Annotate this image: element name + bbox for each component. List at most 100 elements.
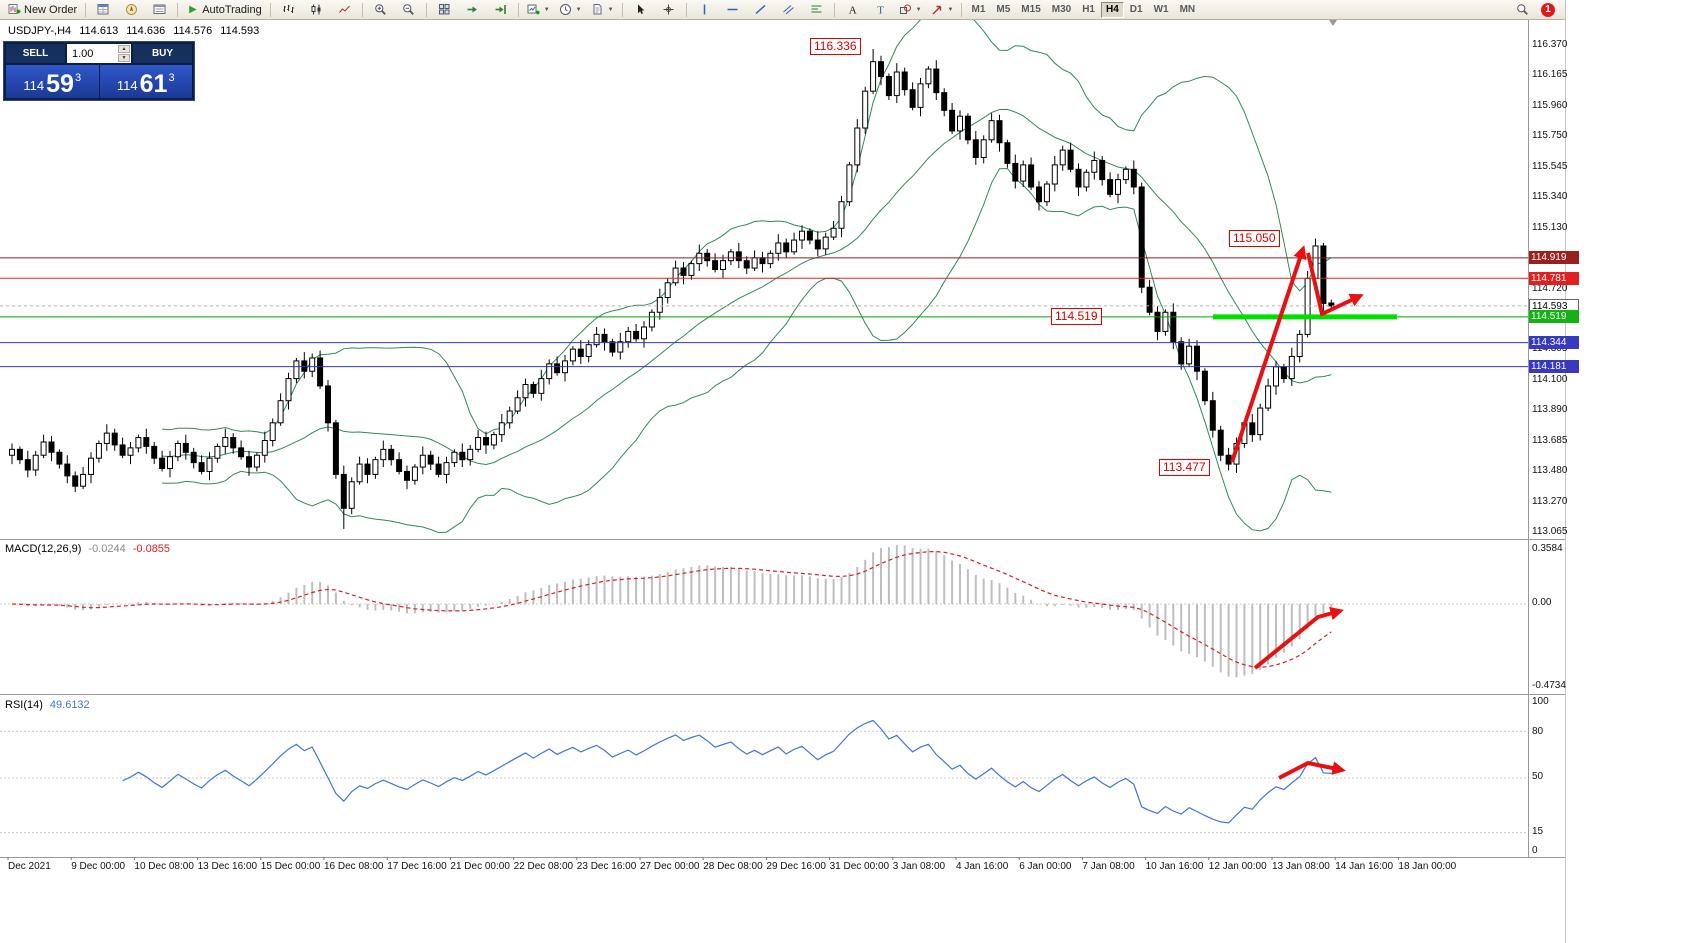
buy-price-prefix: 114: [116, 77, 138, 93]
chart-shift-marker[interactable]: [1329, 20, 1337, 26]
text-button[interactable]: A: [839, 0, 866, 19]
tile-windows-button[interactable]: [431, 0, 458, 19]
rsi-axis-label: 80: [1532, 726, 1544, 737]
buy-button[interactable]: BUY: [133, 44, 192, 63]
terminal-button[interactable]: [146, 0, 173, 19]
timeframe-m15-button[interactable]: M15: [1021, 3, 1041, 15]
lot-decrease-button[interactable]: ▼: [118, 54, 130, 62]
zoom-out-button[interactable]: [395, 0, 422, 19]
search-button[interactable]: [1509, 0, 1536, 19]
lot-increase-button[interactable]: ▲: [118, 45, 130, 53]
candlestick-button[interactable]: [303, 0, 330, 19]
fibonacci-icon: [810, 3, 823, 16]
sell-price-point: 3: [74, 72, 82, 84]
price-annotation[interactable]: 113.477: [1159, 459, 1210, 476]
toolbar-right-cluster: 1: [1509, 0, 1555, 19]
price-axis-label: 113.480: [1532, 465, 1568, 477]
rsi-value: 49.6132: [49, 699, 90, 711]
trendline-button[interactable]: [747, 0, 774, 19]
price-axis-label: 115.960: [1532, 99, 1568, 111]
rsi-axis-label: 15: [1532, 826, 1544, 837]
shapes-button[interactable]: ▼: [895, 0, 926, 19]
time-axis-label: 14 Jan 16:00: [1335, 861, 1394, 872]
price-annotation[interactable]: 114.519: [1051, 308, 1102, 325]
zoom-in-icon: [374, 3, 387, 16]
time-axis-label: 13 Dec 16:00: [197, 861, 258, 872]
fibonacci-button[interactable]: [803, 0, 830, 19]
label-button[interactable]: T: [867, 0, 894, 19]
timeframe-m30-button[interactable]: M30: [1051, 3, 1072, 15]
trend-arrow[interactable]: [1306, 252, 1364, 316]
timeframe-h1-button[interactable]: H1: [1082, 3, 1095, 15]
trendline-icon: [754, 3, 767, 16]
price-annotation[interactable]: 116.336: [810, 38, 861, 55]
zoom-out-icon: [402, 3, 415, 16]
new-order-button[interactable]: New Order: [4, 0, 81, 19]
autotrading-icon: [186, 3, 199, 16]
price-annotation[interactable]: 115.050: [1229, 230, 1280, 247]
low-value: 114.576: [173, 25, 213, 37]
line-chart-icon: [338, 3, 351, 16]
price-axis-label: 113.065: [1532, 526, 1568, 538]
candlestick-icon: [310, 3, 323, 16]
auto-scroll-button[interactable]: [459, 0, 486, 19]
periods-button[interactable]: ▼: [555, 0, 586, 19]
channel-icon: [782, 3, 795, 16]
notification-badge[interactable]: 1: [1541, 2, 1555, 17]
trend-arrow[interactable]: [1278, 761, 1346, 780]
bar-chart-button[interactable]: [275, 0, 302, 19]
trend-arrow[interactable]: [1253, 606, 1344, 670]
price-axis-label: 115.545: [1532, 160, 1568, 172]
templates-button[interactable]: ▼: [587, 0, 618, 19]
time-axis-label: Dec 2021: [8, 861, 51, 872]
autotrading-button[interactable]: AutoTrading: [182, 0, 266, 19]
rsi-axis-label: 0: [1532, 845, 1538, 856]
cursor-button[interactable]: [627, 0, 654, 19]
auto-scroll-icon: [466, 3, 479, 16]
channel-button[interactable]: [775, 0, 802, 19]
lot-size-control: ▲ ▼: [67, 44, 131, 63]
sell-button[interactable]: SELL: [6, 44, 65, 63]
price-axis-label: 115.130: [1532, 221, 1568, 233]
time-axis-label: 31 Dec 00:00: [829, 861, 890, 872]
macd-indicator-label: MACD(12,26,9) -0.0244 -0.0855: [5, 543, 170, 555]
new-chart-button[interactable]: ▼: [523, 0, 554, 19]
market-watch-button[interactable]: [90, 0, 117, 19]
trend-arrow[interactable]: [1230, 245, 1307, 463]
search-icon: [1516, 3, 1529, 16]
timeframe-d1-button[interactable]: D1: [1129, 3, 1143, 15]
time-axis-label: 6 Jan 00:00: [1019, 861, 1072, 872]
timeframe-w1-button[interactable]: W1: [1153, 3, 1169, 15]
timeframe-mn-button[interactable]: MN: [1179, 3, 1196, 15]
time-axis-label: 3 Jan 08:00: [892, 861, 946, 872]
trend-arrows[interactable]: [1230, 245, 1364, 780]
lot-size-input[interactable]: [67, 47, 116, 60]
toolbar: New Order AutoTrading ▼ ▼ ▼ A T ▼ ▼ M1 M5 M15 M30 H1 H…: [0, 0, 1565, 20]
timeframe-m1-button[interactable]: M1: [971, 3, 986, 15]
chart-shift-icon: [494, 3, 507, 16]
macd-main-value: -0.0244: [88, 543, 126, 555]
navigator-button[interactable]: [118, 0, 145, 19]
arrow-tool-button[interactable]: ▼: [927, 0, 958, 19]
crosshair-button[interactable]: [655, 0, 682, 19]
macd-histogram: [18, 545, 1333, 678]
timeframe-m5-button[interactable]: M5: [996, 3, 1011, 15]
buy-price-button[interactable]: 114 61 3: [99, 65, 192, 98]
time-axis-label: 10 Dec 08:00: [134, 861, 194, 872]
crosshair-icon: [662, 3, 675, 16]
toolbar-separator: [361, 2, 363, 17]
navigator-icon: [125, 3, 138, 16]
vertical-line-button[interactable]: [691, 0, 718, 19]
timeframe-h4-button[interactable]: H4: [1101, 1, 1124, 18]
shapes-icon: [899, 3, 912, 16]
sell-price-button[interactable]: 114 59 3: [6, 65, 100, 98]
price-tag: 114.344: [1529, 336, 1579, 350]
price-tag: 114.519: [1529, 310, 1579, 324]
zoom-in-button[interactable]: [367, 0, 394, 19]
time-axis-label: 18 Jan 00:00: [1398, 861, 1457, 872]
time-axis-label: 7 Jan 08:00: [1082, 861, 1135, 872]
chart-shift-button[interactable]: [487, 0, 514, 19]
chart-canvas[interactable]: [0, 0, 1566, 943]
line-chart-button[interactable]: [331, 0, 358, 19]
horizontal-line-button[interactable]: [719, 0, 746, 19]
